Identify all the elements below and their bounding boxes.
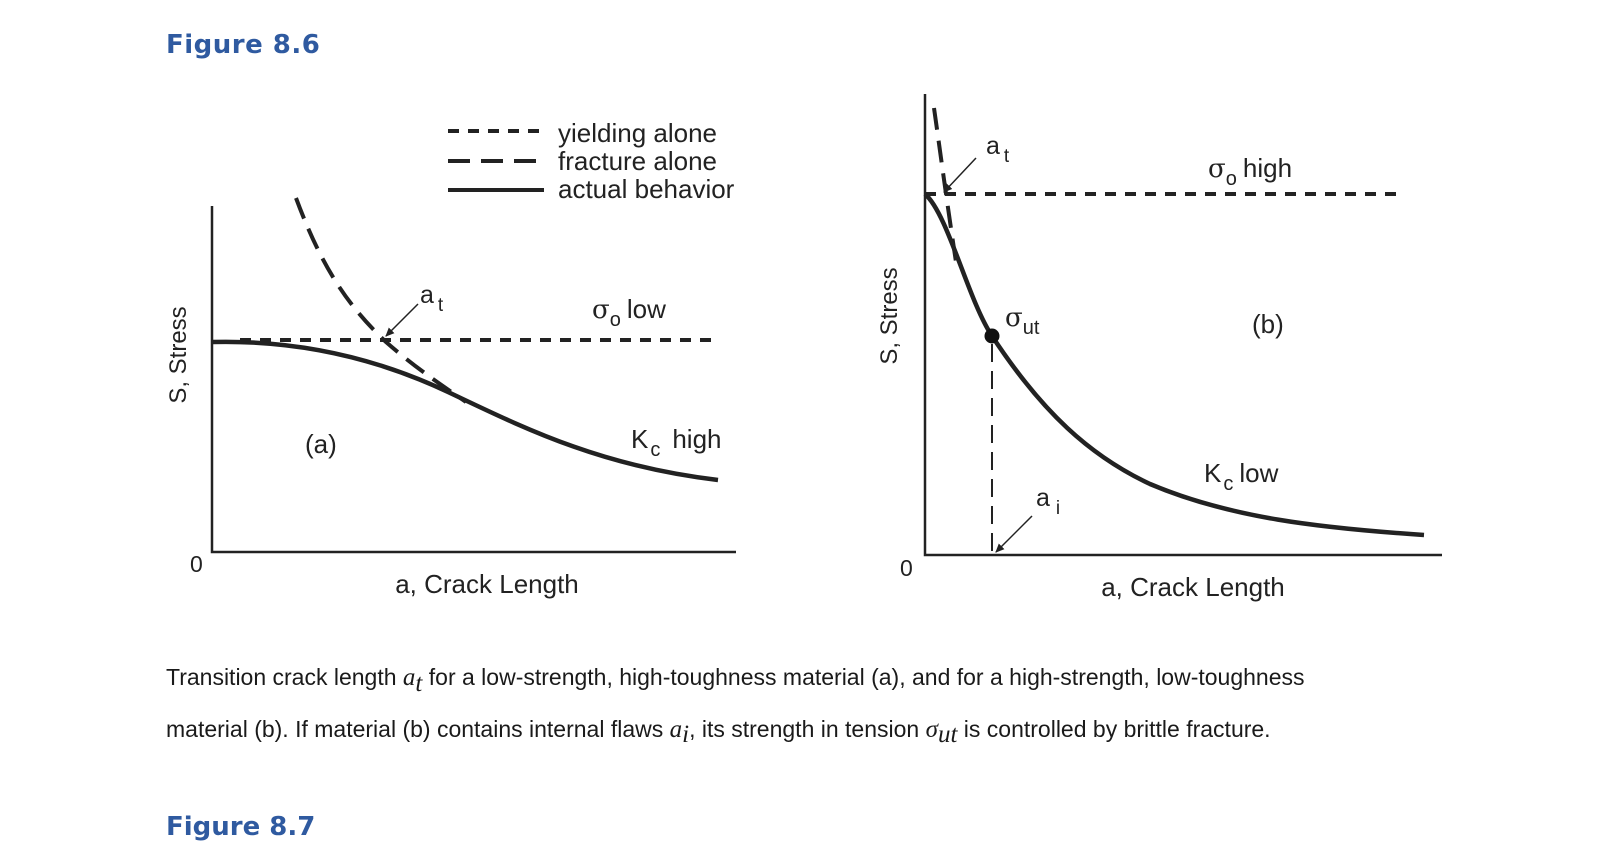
legend: yielding alone fracture alone actual beh… (448, 118, 735, 204)
panel-b-axes (923, 94, 1442, 557)
figure-diagram: yielding alone fracture alone actual beh… (165, 94, 1442, 602)
next-figure-title: Figure 8.7 (166, 812, 316, 842)
panel-a-axes (210, 206, 736, 554)
caption-line-2: material (b). If material (b) contains i… (166, 715, 1271, 749)
panel-b-tag: (b) (1252, 309, 1284, 339)
legend-actual-label: actual behavior (558, 174, 735, 204)
panel-b-xlabel: a, Crack Length (1101, 572, 1285, 602)
figure-title: Figure 8.6 (166, 30, 321, 60)
panel-b-sut-label: σut (1005, 303, 1040, 339)
caption-line-1: Transition crack length at for a low-str… (166, 664, 1305, 697)
panel-b-ylabel: S, Stress (876, 267, 903, 364)
panel-b-at-pointer (943, 157, 977, 193)
panel-a-actual-curve (211, 339, 719, 483)
panel-b-fracture-curve (932, 107, 958, 263)
panel-a-at-pointer (385, 303, 419, 337)
panel-b-sut-point (984, 328, 1000, 344)
panel-b-actual-curve (923, 192, 1425, 538)
panel-a-ylabel: S, Stress (165, 306, 192, 403)
panel-b-sigma-label: σo high (1208, 153, 1292, 190)
panel-a-fracture-curve (294, 197, 468, 404)
panel-a-sigma-label: σo low (592, 294, 666, 331)
legend-yielding-label: yielding alone (558, 118, 717, 148)
figure-caption: Transition crack length at for a low-str… (166, 656, 1466, 759)
panel-a-xlabel: a, Crack Length (395, 569, 579, 599)
panel-b-ai-pointer (995, 515, 1033, 553)
panel-a-origin: 0 (190, 551, 203, 577)
legend-fracture-label: fracture alone (558, 146, 717, 176)
panel-b-origin: 0 (900, 555, 913, 581)
panel-a-tag: (a) (305, 429, 337, 459)
